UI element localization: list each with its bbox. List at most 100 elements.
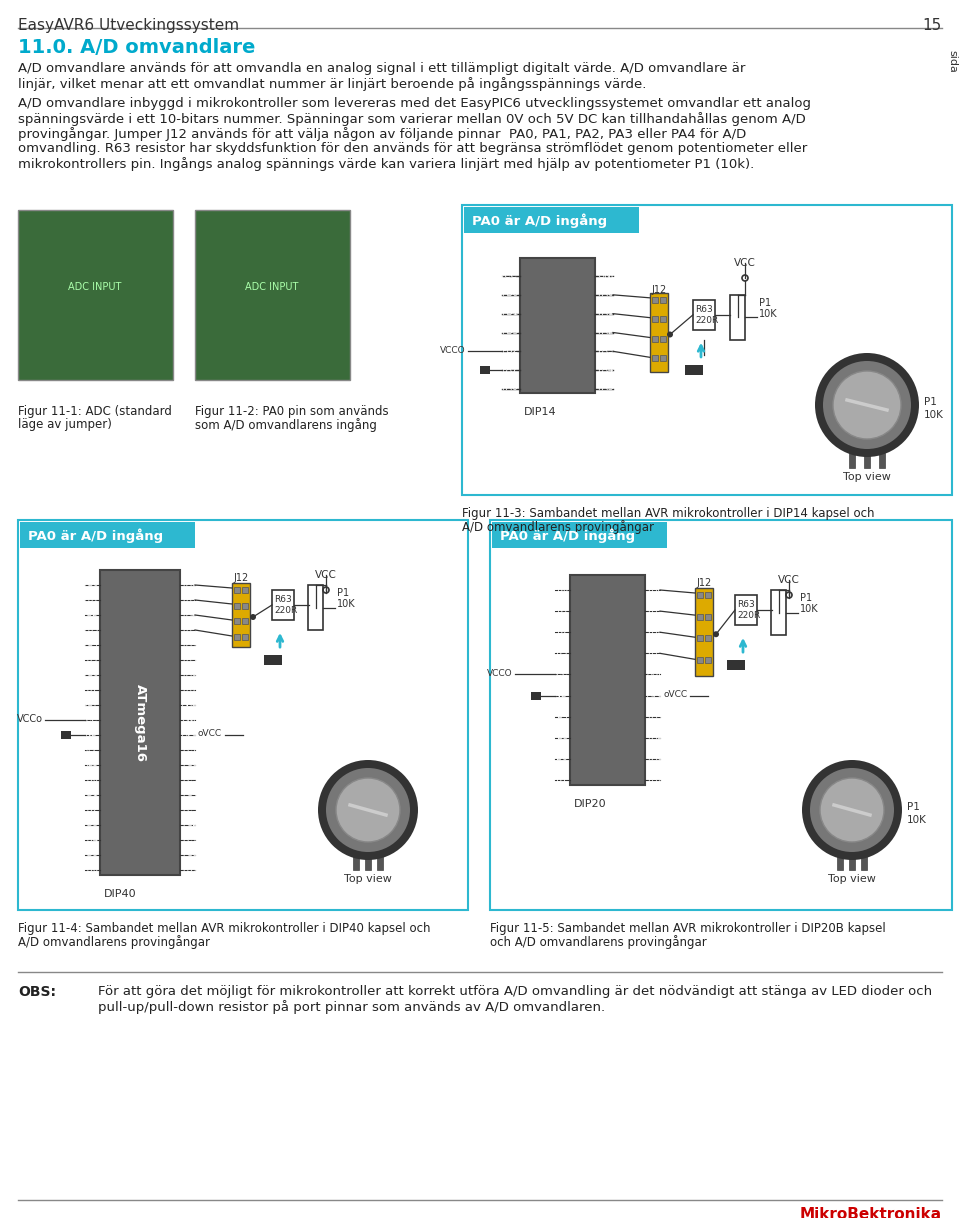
Bar xyxy=(234,587,240,593)
Text: PA0: PA0 xyxy=(597,290,613,298)
Bar xyxy=(242,633,248,639)
Text: AVCC: AVCC xyxy=(182,730,204,738)
Text: PD4: PD4 xyxy=(83,834,98,844)
Text: PC3: PC3 xyxy=(182,805,198,814)
Text: 220R: 220R xyxy=(274,607,298,615)
Text: PB5: PB5 xyxy=(552,732,568,742)
Bar xyxy=(195,209,350,380)
Text: PA3: PA3 xyxy=(647,648,662,657)
Text: Figur 11-1: ADC (standard: Figur 11-1: ADC (standard xyxy=(18,406,172,418)
Bar xyxy=(697,614,703,620)
Bar xyxy=(652,354,658,361)
Bar xyxy=(705,657,711,663)
Text: RESET: RESET xyxy=(73,699,98,709)
Text: PA6: PA6 xyxy=(182,670,197,678)
Text: PD3: PD3 xyxy=(83,820,98,828)
Text: PB5: PB5 xyxy=(83,654,98,664)
Text: P1: P1 xyxy=(337,588,349,598)
Text: PA0 är A/D ingång: PA0 är A/D ingång xyxy=(472,213,607,228)
Text: PB6: PB6 xyxy=(83,670,98,678)
Text: PA7: PA7 xyxy=(182,685,197,693)
Text: omvandling. R63 resistor har skyddsfunktion för den används för att begränsa str: omvandling. R63 resistor har skyddsfunkt… xyxy=(18,143,807,155)
Text: PB2: PB2 xyxy=(552,627,568,636)
Bar xyxy=(650,292,668,373)
Text: P1: P1 xyxy=(759,298,771,308)
Text: PB3: PB3 xyxy=(501,326,518,336)
Text: 10K: 10K xyxy=(907,815,926,825)
Text: PB4: PB4 xyxy=(83,639,98,648)
Bar xyxy=(234,618,240,624)
Text: mikrokontrollers pin. Ingångs analog spännings värde kan variera linjärt med hjä: mikrokontrollers pin. Ingångs analog spä… xyxy=(18,157,755,171)
Text: XTAL2: XTAL2 xyxy=(74,744,98,754)
Text: spänningsvärde i ett 10-bitars nummer. Spänningar som varierar mellan 0V och 5V : spänningsvärde i ett 10-bitars nummer. S… xyxy=(18,112,805,125)
Bar xyxy=(652,317,658,323)
Bar xyxy=(20,523,195,548)
Text: VCC: VCC xyxy=(734,258,756,268)
Text: A/D omvandlare inbyggd i mikrokontroller som levereras med det EasyPIC6 utveckli: A/D omvandlare inbyggd i mikrokontroller… xyxy=(18,97,811,110)
Bar xyxy=(695,588,713,676)
Text: PD2: PD2 xyxy=(82,805,98,814)
Text: J12: J12 xyxy=(652,285,666,295)
Bar xyxy=(705,592,711,598)
Circle shape xyxy=(318,760,418,860)
Text: PA2: PA2 xyxy=(182,609,197,619)
Text: PB1: PB1 xyxy=(83,594,98,603)
Text: PD5: PD5 xyxy=(82,849,98,859)
Bar xyxy=(272,590,294,620)
Text: PB3: PB3 xyxy=(83,625,98,633)
Text: PA5: PA5 xyxy=(182,654,197,664)
Text: PB7: PB7 xyxy=(552,775,568,783)
Bar xyxy=(660,335,666,341)
Text: PA1: PA1 xyxy=(597,308,613,317)
Bar xyxy=(531,692,541,699)
Text: P1: P1 xyxy=(907,801,920,812)
Bar xyxy=(697,636,703,641)
Bar xyxy=(242,587,248,593)
Text: PC1: PC1 xyxy=(182,834,198,844)
Text: PA5: PA5 xyxy=(647,732,662,742)
Bar xyxy=(864,453,870,468)
Text: 10K: 10K xyxy=(800,604,819,614)
Text: VCCO: VCCO xyxy=(488,669,513,678)
Bar xyxy=(705,636,711,641)
Bar xyxy=(837,856,843,870)
Bar xyxy=(685,365,703,375)
Text: 10K: 10K xyxy=(924,410,944,420)
Text: PA3: PA3 xyxy=(182,625,197,633)
Text: PA4: PA4 xyxy=(597,364,613,374)
Text: PB1: PB1 xyxy=(552,605,568,615)
Bar xyxy=(849,453,855,468)
Text: AGND: AGND xyxy=(647,669,672,678)
Bar xyxy=(660,354,666,361)
Text: Top view: Top view xyxy=(843,473,891,482)
Text: AREF: AREF xyxy=(182,699,203,709)
Bar xyxy=(705,614,711,620)
Text: DIP40: DIP40 xyxy=(104,889,136,899)
Text: A/D omvandlarens provingångar: A/D omvandlarens provingångar xyxy=(462,520,654,533)
Text: PD0: PD0 xyxy=(83,775,98,783)
Text: linjär, vilket menar att ett omvandlat nummer är linjärt beroende på ingångsspän: linjär, vilket menar att ett omvandlat n… xyxy=(18,77,646,91)
Circle shape xyxy=(823,361,911,449)
Text: sida: sida xyxy=(947,50,957,73)
Bar xyxy=(879,453,885,468)
Text: PC2: PC2 xyxy=(182,820,198,828)
Text: PB3: PB3 xyxy=(552,648,568,657)
Bar xyxy=(652,297,658,303)
Text: PA3: PA3 xyxy=(597,346,613,354)
Circle shape xyxy=(326,769,410,853)
Text: OBS:: OBS: xyxy=(18,985,56,999)
Circle shape xyxy=(802,760,902,860)
Text: oVCC: oVCC xyxy=(663,691,687,699)
Text: P1: P1 xyxy=(924,397,937,407)
Text: och A/D omvandlarens provingångar: och A/D omvandlarens provingångar xyxy=(490,935,707,949)
Text: VCC: VCC xyxy=(82,715,98,723)
Bar xyxy=(735,596,757,625)
Text: PA1: PA1 xyxy=(647,605,662,615)
Circle shape xyxy=(250,614,256,620)
Text: Figur 11-4: Sambandet mellan AVR mikrokontroller i DIP40 kapsel och: Figur 11-4: Sambandet mellan AVR mikroko… xyxy=(18,922,430,935)
Text: 11.0. A/D omvandlare: 11.0. A/D omvandlare xyxy=(18,38,255,57)
Text: J12: J12 xyxy=(233,572,249,583)
Bar xyxy=(480,367,490,374)
Text: GND: GND xyxy=(182,715,201,723)
Bar xyxy=(490,520,952,910)
